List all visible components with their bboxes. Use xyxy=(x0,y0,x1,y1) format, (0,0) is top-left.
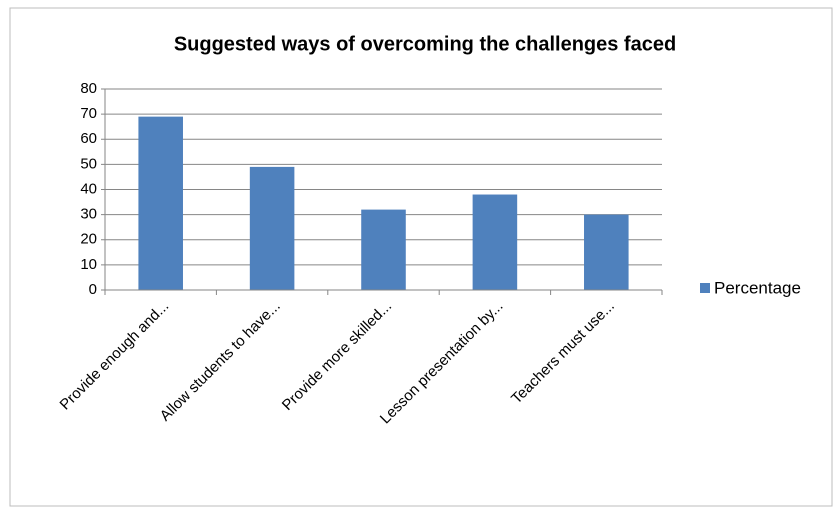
legend-swatch xyxy=(700,283,710,293)
y-tick-label: 60 xyxy=(80,130,97,147)
y-tick-label: 70 xyxy=(80,105,97,122)
y-tick-label: 30 xyxy=(80,206,97,223)
y-tick-label: 10 xyxy=(80,256,97,273)
bar xyxy=(138,116,183,290)
bar xyxy=(472,194,518,290)
bar xyxy=(361,209,406,290)
y-tick-label: 80 xyxy=(80,80,97,97)
y-tick-label: 50 xyxy=(80,155,97,172)
y-tick-label: 20 xyxy=(80,231,97,248)
bar xyxy=(249,166,295,290)
chart-title: Suggested ways of overcoming the challen… xyxy=(174,33,676,55)
y-tick-label: 0 xyxy=(89,281,97,298)
legend-label: Percentage xyxy=(714,278,801,297)
y-tick-label: 40 xyxy=(80,180,97,197)
bar xyxy=(584,214,629,290)
chart-frame xyxy=(9,7,833,507)
